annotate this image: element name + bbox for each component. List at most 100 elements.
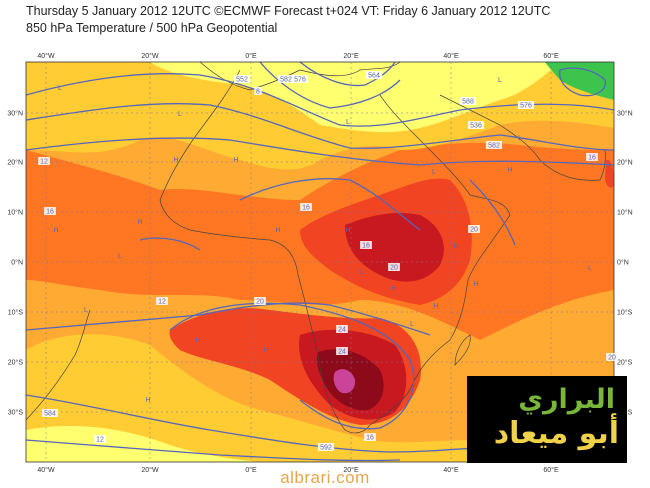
temp-band-cool-north xyxy=(150,62,560,133)
lat-label-left: 10°S xyxy=(8,309,24,317)
lon-label-top: 40°W xyxy=(37,52,55,60)
lat-label-left: 30°N xyxy=(7,110,23,118)
lon-label-bottom: 20°W xyxy=(141,466,159,474)
contour-label: 582 xyxy=(280,77,292,84)
temp-band-peak xyxy=(333,369,356,394)
high-pressure-mark: H xyxy=(473,281,478,288)
contour-label: 12 xyxy=(40,159,48,166)
contour-label-bg xyxy=(41,409,59,417)
lat-label-left: 10°N xyxy=(7,209,23,217)
contour-label: 12 xyxy=(158,299,166,306)
contour-label: 576 xyxy=(520,103,532,110)
high-pressure-mark: H xyxy=(391,285,396,292)
high-pressure-mark: H xyxy=(53,227,58,234)
contour-label-bg xyxy=(336,325,348,333)
contour-line-6 xyxy=(26,302,431,336)
low-pressure-mark: L xyxy=(346,119,350,126)
latitude-labels-right: 30°N20°N10°N0°N10°S20°S30°S xyxy=(617,110,633,417)
contour-label: 588 xyxy=(462,99,474,106)
contour-line-4 xyxy=(259,62,401,109)
contour-line-10 xyxy=(239,178,421,231)
lon-label-top: 60°E xyxy=(543,52,559,60)
contour-label: 24 xyxy=(338,349,346,356)
low-pressure-mark: L xyxy=(410,321,414,328)
coastline-arabia xyxy=(439,94,606,181)
coastline-madagascar xyxy=(454,334,471,366)
contour-line-13 xyxy=(139,237,201,251)
lat-label-left: 30°S xyxy=(8,409,24,417)
contour-label-bg xyxy=(300,203,312,211)
contour-label: 12 xyxy=(96,437,104,444)
low-pressure-mark: L xyxy=(498,77,502,84)
contour-label-bg xyxy=(517,101,535,109)
contour-label-bg xyxy=(606,353,618,361)
low-pressure-mark: L xyxy=(84,307,88,314)
lon-label-top: 40°E xyxy=(443,52,459,60)
low-pressure-mark: L xyxy=(432,169,436,176)
contour-label: 16 xyxy=(366,435,374,442)
forecast-subtitle: 850 hPa Temperature / 500 hPa Geopotenti… xyxy=(26,21,278,35)
contour-line-7 xyxy=(26,394,521,453)
lat-label-left: 0°N xyxy=(11,259,23,267)
contour-label-bg xyxy=(94,435,106,443)
forecast-title: Thursday 5 January 2012 12UTC ©ECMWF For… xyxy=(26,4,551,18)
site-watermark: albrari.com xyxy=(280,468,370,487)
lat-label-right: 10°N xyxy=(617,209,633,217)
contour-label-bg xyxy=(586,153,598,161)
lon-label-top: 20°W xyxy=(141,52,159,60)
contour-label: 20 xyxy=(390,265,398,272)
high-pressure-mark: H xyxy=(137,219,142,226)
contour-label: 592 xyxy=(320,445,332,452)
high-pressure-mark: H xyxy=(173,157,178,164)
lat-label-right: 20°N xyxy=(617,159,633,167)
logo-line-2: أبو ميعاد xyxy=(493,416,619,451)
contour-label: 16 xyxy=(362,243,370,250)
temp-band-cool-south xyxy=(26,425,260,462)
contour-line-5 xyxy=(299,62,396,87)
longitude-labels-top: 40°W 20°W 0°E 20°E 40°E 60°E xyxy=(37,52,559,60)
contour-label-bg xyxy=(317,443,335,451)
contour-label: 552 xyxy=(236,77,248,84)
high-pressure-mark: H xyxy=(453,243,458,250)
lon-label-bottom: 40°E xyxy=(443,466,459,474)
lat-label-right: 30°N xyxy=(617,110,633,118)
low-pressure-mark: L xyxy=(58,85,62,92)
high-pressure-mark: H xyxy=(263,347,268,354)
high-pressure-mark: H xyxy=(345,227,350,234)
high-pressure-mark: H xyxy=(195,337,200,344)
contour-value-labels: 8 12 16 12 16 16 20 20 24 20 16 12 16 20 24 588 576 584 59… xyxy=(38,71,618,452)
contour-line-2 xyxy=(26,103,614,151)
site-logo: البراري أبو ميعاد xyxy=(467,376,627,463)
contour-label-bg xyxy=(459,97,477,105)
contour-label: 20 xyxy=(256,299,264,306)
lon-label-bottom: 60°E xyxy=(543,466,559,474)
contour-label-bg xyxy=(156,297,168,305)
latitude-labels-left: 30°N 20°N 10°N 0°N 10°S 20°S 30°S xyxy=(7,110,23,417)
temp-band-mild-south xyxy=(26,334,470,462)
contour-label: 564 xyxy=(368,73,380,80)
contour-line-12 xyxy=(559,67,607,97)
contour-label-bg xyxy=(485,141,503,149)
temp-band-hotter-india xyxy=(605,159,614,188)
high-pressure-mark: H xyxy=(275,227,280,234)
contour-label-bg xyxy=(336,347,348,355)
contour-label: 8 xyxy=(256,89,260,96)
contour-label: 584 xyxy=(44,411,56,418)
contour-label-bg xyxy=(360,241,372,249)
high-pressure-mark: H xyxy=(433,303,438,310)
lon-label-bottom: 40°W xyxy=(37,466,55,474)
contour-label-bg xyxy=(254,87,262,95)
low-pressure-mark: L xyxy=(178,111,182,118)
lat-label-right: 20°S xyxy=(617,359,633,367)
contour-line-3 xyxy=(26,137,614,166)
contour-label-bg xyxy=(388,263,400,271)
contour-label-bg xyxy=(277,75,295,83)
contour-label: 20 xyxy=(608,355,616,362)
contour-line-1 xyxy=(26,73,614,127)
coastline-west-africa xyxy=(159,69,371,434)
lon-label-top: 20°E xyxy=(343,52,359,60)
contour-label-bg xyxy=(364,433,376,441)
contour-label-bg xyxy=(44,207,56,215)
low-pressure-mark: L xyxy=(118,253,122,260)
pressure-center-marks: H H H H H H H H H H H H H H L L L L L L L L L L L xyxy=(53,77,592,404)
